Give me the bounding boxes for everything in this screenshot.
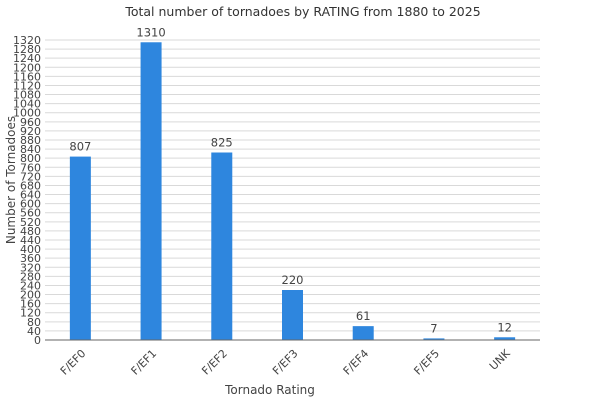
y-tick-label: 1320 [13, 34, 41, 47]
y-tick-label: 0 [34, 334, 41, 347]
x-tick-label: F/EF5 [411, 347, 442, 378]
bar [423, 338, 445, 340]
y-tick-label: 120 [20, 307, 41, 320]
y-tick-label: 720 [20, 170, 41, 183]
y-tick-label: 360 [20, 252, 41, 265]
data-labels: 807 1310 825 220 61 7 12 [69, 25, 512, 335]
y-tick-label: 480 [20, 225, 41, 238]
y-tick-label: 280 [20, 270, 41, 283]
y-tick-label: 880 [20, 134, 41, 147]
y-tick-label: 1120 [13, 79, 41, 92]
y-tick-label: 1080 [13, 89, 41, 102]
y-tick-label: 1040 [13, 98, 41, 111]
x-tick-label: F/EF0 [58, 347, 89, 378]
data-label: 807 [69, 140, 91, 154]
x-axis-ticks: F/EF0 F/EF1 F/EF2 F/EF3 F/EF4 F/EF5 UNK [58, 346, 513, 377]
y-axis-ticks: 0408012016020024028032036040044048052056… [13, 34, 41, 347]
y-tick-label: 520 [20, 216, 41, 229]
bar [211, 152, 233, 340]
y-tick-label: 200 [20, 289, 41, 302]
y-tick-label: 1000 [13, 107, 41, 120]
y-tick-label: 40 [27, 325, 41, 338]
y-tick-label: 400 [20, 243, 41, 256]
y-tick-label: 240 [20, 279, 41, 292]
y-tick-label: 440 [20, 234, 41, 247]
y-tick-label: 1160 [13, 70, 41, 83]
y-tick-label: 760 [20, 161, 41, 174]
y-tick-label: 80 [27, 316, 41, 329]
data-label: 61 [356, 309, 371, 323]
bar [282, 290, 303, 340]
bars [69, 42, 516, 340]
bar [140, 42, 162, 340]
y-axis-title: Number of Tornadoes [4, 116, 18, 244]
bar [69, 156, 91, 340]
x-tick-label: F/EF1 [129, 347, 160, 378]
data-label: 1310 [136, 25, 165, 39]
y-tick-label: 680 [20, 179, 41, 192]
y-tick-label: 800 [20, 152, 41, 165]
data-label: 825 [211, 136, 233, 150]
x-tick-label: F/EF2 [199, 347, 230, 378]
data-label: 12 [497, 320, 512, 334]
data-label: 7 [430, 321, 437, 335]
bar [494, 337, 516, 340]
chart-title: Total number of tornadoes by RATING from… [124, 4, 480, 19]
y-tick-label: 320 [20, 261, 41, 274]
y-tick-label: 1240 [13, 52, 41, 65]
bar [352, 326, 374, 340]
y-tick-label: 600 [20, 198, 41, 211]
x-tick-label: F/EF4 [341, 347, 372, 378]
y-tick-label: 160 [20, 298, 41, 311]
y-tick-label: 1200 [13, 61, 41, 74]
gridlines [45, 39, 540, 341]
y-tick-label: 560 [20, 207, 41, 220]
y-tick-label: 840 [20, 143, 41, 156]
y-tick-label: 960 [20, 116, 41, 129]
y-tick-label: 640 [20, 189, 41, 202]
y-tick-label: 1280 [13, 43, 41, 56]
y-tick-label: 920 [20, 125, 41, 138]
x-tick-label: F/EF3 [270, 347, 301, 378]
data-label: 220 [282, 273, 304, 287]
x-tick-label: UNK [487, 346, 513, 372]
x-axis-title: Tornado Rating [224, 383, 315, 397]
